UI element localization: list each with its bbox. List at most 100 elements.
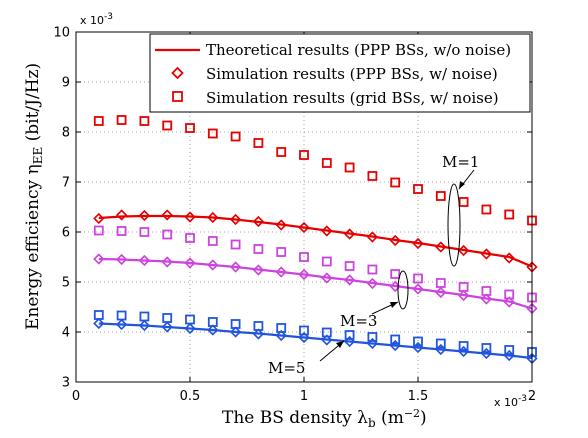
diamond-point bbox=[275, 219, 287, 231]
square-point bbox=[162, 120, 173, 131]
diamond-point bbox=[138, 254, 151, 267]
diamond-point bbox=[115, 318, 128, 331]
diamond-point bbox=[93, 253, 105, 265]
square-point bbox=[367, 264, 378, 275]
diamond-point bbox=[321, 225, 333, 237]
square-point bbox=[276, 247, 287, 257]
diamond-point bbox=[252, 264, 265, 276]
square-point bbox=[116, 115, 127, 125]
square-point bbox=[253, 244, 264, 254]
square-point bbox=[162, 229, 173, 240]
square-point bbox=[230, 319, 241, 329]
square-point bbox=[390, 334, 401, 345]
square-point bbox=[367, 332, 378, 342]
diamond-point bbox=[93, 212, 105, 225]
square-point bbox=[253, 138, 264, 148]
x-tick-label: 0.5 bbox=[180, 389, 201, 404]
diamond-point bbox=[366, 231, 379, 243]
square-point bbox=[139, 311, 150, 322]
square-point bbox=[504, 209, 515, 220]
diamond-point bbox=[138, 319, 151, 332]
square-point bbox=[413, 336, 423, 347]
square-point bbox=[230, 239, 241, 250]
diamond-point bbox=[161, 321, 173, 333]
diamond-point bbox=[207, 259, 219, 271]
diamond-point bbox=[275, 329, 287, 342]
m5-arrowhead bbox=[336, 341, 344, 348]
diamond-point bbox=[184, 257, 196, 269]
square-point bbox=[185, 233, 195, 243]
square-point bbox=[435, 278, 446, 288]
m3-ellipse bbox=[397, 270, 409, 310]
diamond-point bbox=[252, 328, 265, 340]
legend: Theoretical results (PPP BSs, w/o noise)… bbox=[149, 33, 531, 113]
y-tick-label: 6 bbox=[62, 226, 70, 241]
diamond-point bbox=[252, 215, 265, 228]
diamond-point bbox=[161, 209, 173, 221]
annotations: M=1 M=3 M=5 bbox=[268, 153, 479, 377]
y-tick-label: 7 bbox=[62, 176, 70, 191]
diamond-point bbox=[343, 274, 356, 286]
diamond-point bbox=[184, 211, 196, 223]
x-tick-label: 1.5 bbox=[408, 389, 429, 404]
diamond-point bbox=[229, 261, 242, 273]
diamond-point bbox=[229, 213, 242, 226]
square-point bbox=[207, 317, 218, 327]
square-point bbox=[139, 116, 150, 126]
diamond-point bbox=[321, 272, 333, 284]
square-point bbox=[367, 171, 378, 181]
y-tick-label: 5 bbox=[62, 276, 70, 291]
square-point bbox=[344, 162, 355, 173]
diamond-point bbox=[435, 241, 447, 253]
square-point bbox=[390, 269, 401, 279]
square-point bbox=[299, 150, 309, 160]
diamond-point bbox=[161, 256, 173, 268]
x-tick-label: 0 bbox=[72, 389, 80, 404]
square-point bbox=[481, 204, 492, 215]
y-tick-label: 8 bbox=[62, 126, 70, 141]
square-point bbox=[435, 191, 446, 201]
diamond-point bbox=[366, 277, 379, 290]
diamond-point bbox=[503, 252, 515, 264]
square-point bbox=[185, 123, 195, 133]
diamond-point bbox=[321, 334, 333, 346]
y-multiplier: x 10-3 bbox=[80, 12, 113, 27]
square-point bbox=[344, 330, 355, 340]
diamond-point bbox=[298, 268, 310, 281]
square-point bbox=[253, 321, 264, 331]
legend-item-ppp-sim: Simulation results (PPP BSs, w/ noise) bbox=[206, 65, 498, 83]
square-point bbox=[481, 286, 492, 296]
legend-item-grid-sim: Simulation results (grid BSs, w/ noise) bbox=[206, 89, 499, 107]
legend-item-theory: Theoretical results (PPP BSs, w/o noise) bbox=[206, 41, 511, 59]
square-point bbox=[93, 310, 104, 320]
m1-arrowhead bbox=[459, 181, 465, 189]
square-point bbox=[276, 323, 287, 333]
m1-ellipse bbox=[447, 183, 461, 267]
annotation-m5: M=5 bbox=[268, 359, 305, 377]
legend-diamond-icon bbox=[171, 66, 184, 80]
diamond-point bbox=[229, 326, 242, 338]
square-point bbox=[504, 289, 515, 300]
square-point bbox=[207, 236, 218, 246]
y-axis-label: Energy efficiency ηEE (bit/J/Hz) bbox=[23, 63, 45, 330]
m3-arrowhead bbox=[390, 302, 398, 308]
square-point bbox=[276, 147, 287, 157]
diamond-point bbox=[503, 296, 515, 308]
diamond-point bbox=[457, 244, 470, 257]
square-point bbox=[458, 197, 469, 207]
diamond-point bbox=[457, 289, 470, 302]
diamond-point bbox=[389, 234, 401, 247]
series-m5-grid_sim bbox=[93, 310, 537, 357]
y-tick-label: 4 bbox=[62, 326, 70, 341]
legend-square-icon bbox=[172, 91, 183, 102]
diamond-point bbox=[298, 221, 310, 234]
annotation-m1: M=1 bbox=[442, 153, 479, 171]
diamond-point bbox=[184, 322, 196, 335]
axis-ticks: 0 0.5 1 1.5 2 3 4 5 6 7 8 9 10 bbox=[53, 26, 536, 405]
square-point bbox=[413, 273, 423, 284]
series-m1-ppp_sim bbox=[93, 209, 538, 273]
series-m3-grid_sim bbox=[93, 225, 537, 303]
x-tick-label: 1 bbox=[300, 389, 308, 404]
x-axis-label: The BS density λb (m−2) bbox=[222, 407, 427, 430]
